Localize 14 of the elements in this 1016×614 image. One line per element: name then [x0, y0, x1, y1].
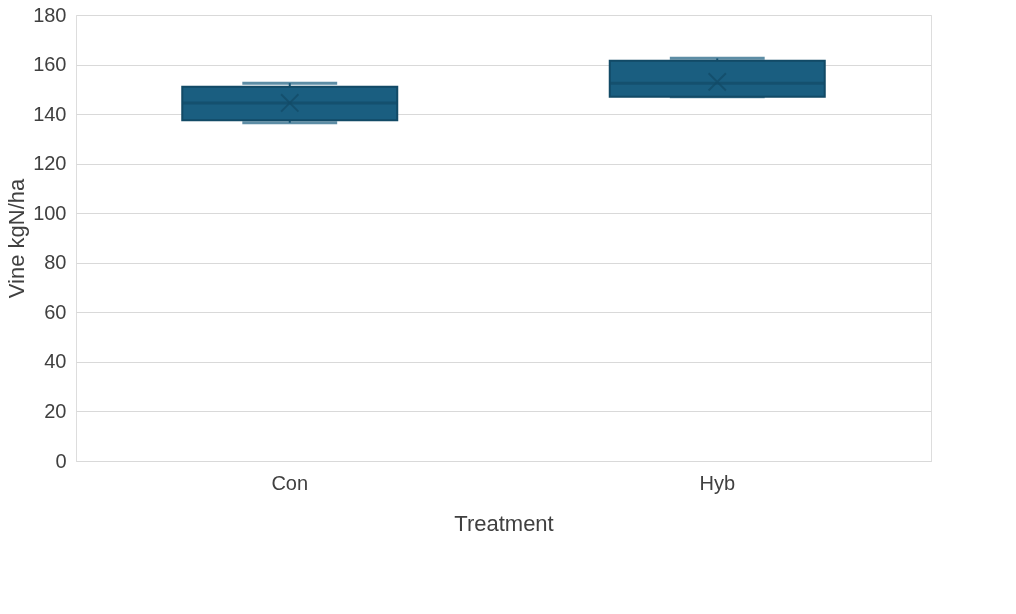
x-tick-label: Con: [271, 471, 309, 494]
x-axis-title: Treatment: [454, 510, 554, 536]
y-tick-label: 100: [33, 201, 67, 224]
y-tick-label: 0: [55, 449, 67, 472]
x-tick-label: Hyb: [699, 471, 736, 494]
y-tick-label: 120: [33, 152, 67, 175]
y-tick-label: 180: [33, 3, 67, 26]
y-tick-label: 140: [33, 102, 67, 125]
y-tick-label: 20: [44, 399, 67, 422]
y-tick-label: 40: [44, 350, 67, 373]
y-tick-label: 80: [44, 251, 67, 274]
y-tick-label: 60: [44, 300, 67, 323]
y-tick-label: 160: [33, 53, 67, 76]
y-axis-title: Vine kgN/ha: [4, 178, 30, 299]
